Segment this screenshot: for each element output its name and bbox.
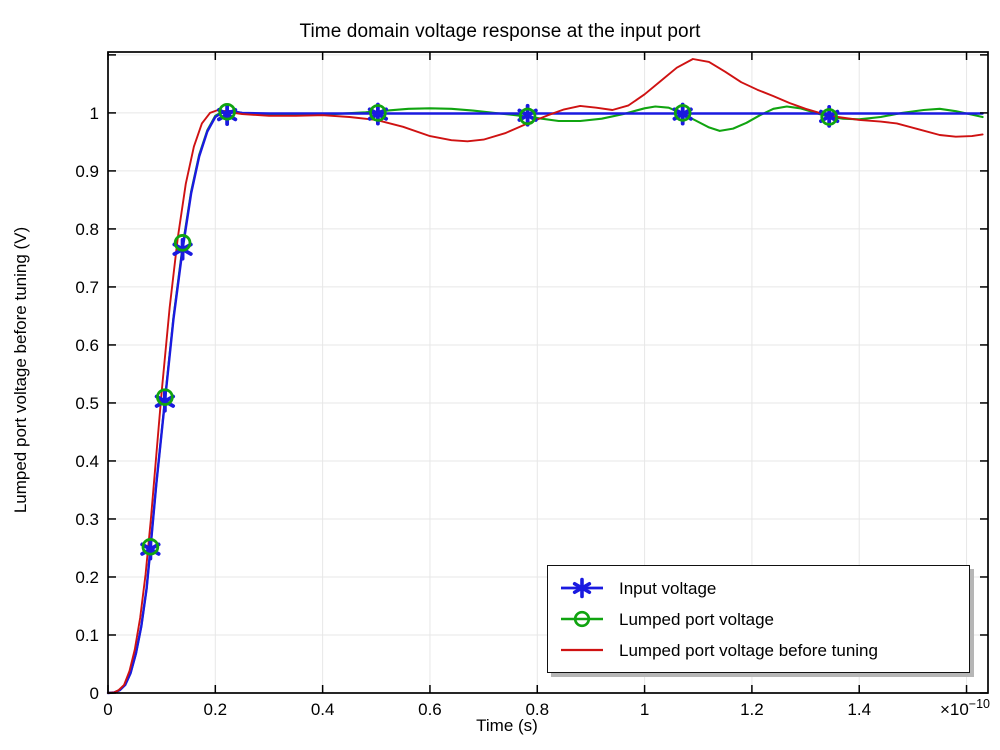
plot-frame <box>107 51 989 694</box>
circle-marker <box>820 108 838 126</box>
legend-item: Lumped port voltage <box>559 607 958 631</box>
curve-lumped-port-voltage-before-tuning <box>107 58 984 694</box>
x-tick-label: 0.4 <box>311 700 335 719</box>
legend-label: Input voltage <box>619 578 717 598</box>
y-tick-label: 0.8 <box>75 220 99 239</box>
y-tick-label: 0.6 <box>75 336 99 355</box>
legend-item: Lumped port voltage before tuning <box>559 638 958 662</box>
y-tick-label: 0.1 <box>75 626 99 645</box>
asterisk-marker <box>154 389 176 413</box>
y-tick-label: 1 <box>90 104 99 123</box>
legend-label: Lumped port voltage <box>619 609 774 629</box>
y-tick-label: 0.9 <box>75 162 99 181</box>
circle-marker <box>173 234 192 252</box>
x-axis-label: Time (s) <box>476 716 538 735</box>
x-tick-label: 0.2 <box>203 700 227 719</box>
y-tick-label: 0.4 <box>75 452 99 471</box>
circle-marker <box>141 538 160 556</box>
legend-label: Lumped port voltage before tuning <box>619 640 878 660</box>
y-tick-label: 0.3 <box>75 510 99 529</box>
x-axis-multiplier: ×10−10 <box>940 697 990 719</box>
y-axis-label: Lumped port voltage before tuning (V) <box>11 226 30 514</box>
chart-title: Time domain voltage response at the inpu… <box>299 21 701 42</box>
legend: Input voltage Lumped port voltage Lumped p… <box>547 565 970 673</box>
legend-swatch-lumped-port-voltage-before-tuning <box>561 648 603 652</box>
x-tick-label: 0.6 <box>418 700 442 719</box>
legend-item: Input voltage <box>559 576 958 600</box>
y-tick-label: 0.2 <box>75 568 99 587</box>
y-tick-label: 0 <box>90 684 99 703</box>
x-tick-label: 0 <box>103 700 112 719</box>
circle-marker <box>518 107 537 126</box>
circle-marker <box>218 102 236 121</box>
y-tick-label: 0.7 <box>75 278 99 297</box>
circle-marker <box>156 388 174 406</box>
x-tick-label: 1.2 <box>740 700 764 719</box>
asterisk-marker <box>572 577 592 599</box>
legend-swatch-input-voltage <box>561 577 603 599</box>
x-tick-label: 1 <box>640 700 649 719</box>
circle-marker <box>673 104 692 122</box>
y-tick-label: 0.5 <box>75 394 99 413</box>
x-tick-label: 1.4 <box>847 700 871 719</box>
x-tick-label: 0.8 <box>525 700 549 719</box>
circle-marker <box>573 610 591 628</box>
circle-marker <box>369 104 387 122</box>
legend-swatch-lumped-port-voltage <box>561 610 603 628</box>
